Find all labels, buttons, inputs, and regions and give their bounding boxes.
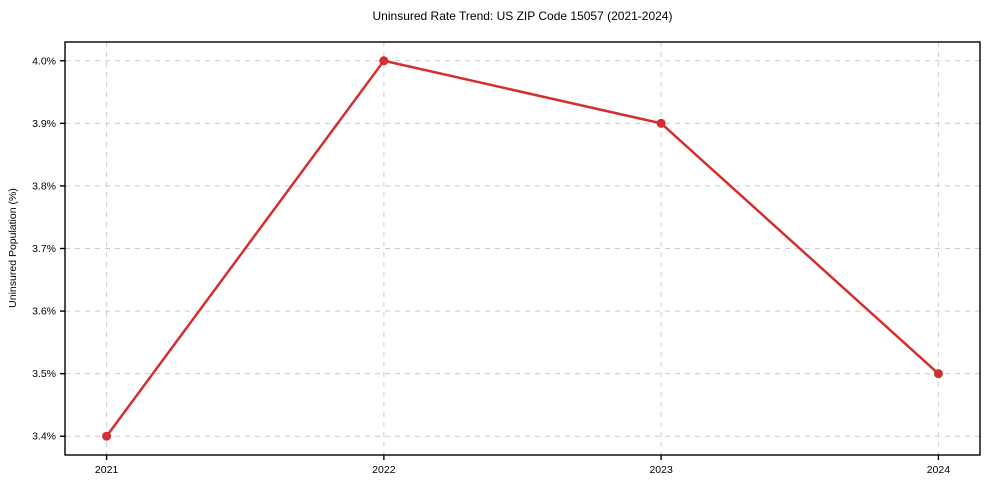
chart-title: Uninsured Rate Trend: US ZIP Code 15057 … — [372, 9, 673, 23]
trend-line — [105, 59, 940, 438]
y-tick-label: 3.9% — [32, 118, 56, 130]
x-tick-label: 2022 — [372, 464, 396, 476]
x-tick-label: 2024 — [927, 464, 951, 476]
y-tick-label: 4.0% — [32, 55, 56, 67]
data-point-marker — [379, 56, 389, 66]
y-tick-label: 3.6% — [32, 306, 56, 318]
y-tick-label: 3.4% — [32, 431, 56, 443]
y-tick-label: 3.5% — [32, 368, 56, 380]
x-tick-label: 2023 — [649, 464, 673, 476]
y-tick-label: 3.8% — [32, 180, 56, 192]
x-tick-label: 2021 — [95, 464, 119, 476]
axes-spines — [64, 41, 981, 456]
data-point-marker — [656, 118, 666, 128]
data-point-marker — [933, 369, 943, 379]
y-tick-label: 3.7% — [32, 243, 56, 255]
data-point-marker — [102, 431, 112, 441]
